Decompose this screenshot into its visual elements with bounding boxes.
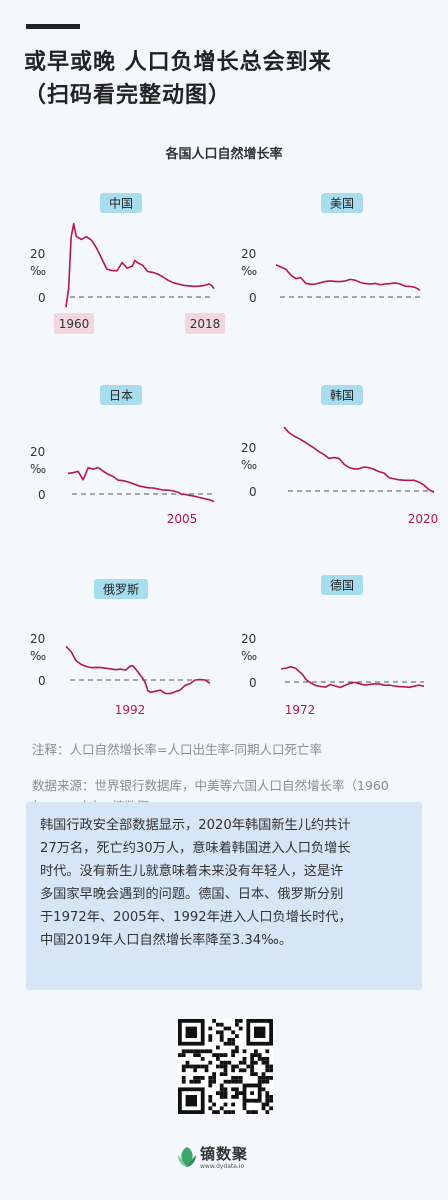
series-line-日本 — [67, 466, 215, 503]
info-line-5: 于1972年、2005年、1992年进入人口负增长时代， — [40, 910, 352, 925]
info-line-1: 韩国行政安全部数据显示，2020年韩国新生儿约共计 — [40, 818, 351, 833]
country-label-bg — [100, 385, 142, 405]
title-line-2: （扫码看完整动图） — [24, 83, 232, 108]
chart-title: 各国人口自然增长率 — [165, 147, 283, 162]
y-tick-unit: ‰ — [30, 462, 46, 476]
y-tick-unit: ‰ — [241, 458, 257, 472]
country-label-bg — [321, 575, 363, 595]
country-chart-0: 中国 20 ‰ 0 1960 2018 — [30, 193, 225, 334]
y-tick-0: 0 — [249, 485, 257, 499]
country-label: 德国 — [330, 578, 354, 593]
country-label-bg — [321, 385, 363, 405]
country-label: 俄罗斯 — [103, 583, 139, 597]
country-label-bg — [321, 193, 363, 213]
series-line-德国 — [280, 665, 425, 689]
y-tick-0: 0 — [38, 291, 46, 305]
y-tick-0: 0 — [38, 488, 46, 502]
y-tick-unit: ‰ — [241, 264, 257, 278]
info-line-4: 多国家早晚会遇到的问题。德国、日本、俄罗斯分别 — [40, 887, 344, 902]
qr-code[interactable] — [178, 1019, 273, 1114]
series-line-中国 — [65, 222, 215, 308]
country-label: 中国 — [109, 196, 133, 211]
year-label-bg — [185, 313, 225, 334]
y-tick-20: 20 — [30, 247, 45, 261]
note-text: 注释：人口自然增长率=人口出生率-同期人口死亡率 — [32, 742, 322, 757]
year-label: 1972 — [285, 703, 316, 717]
y-tick-20: 20 — [241, 632, 256, 646]
brand-logo: 镝数聚 www.dydata.io — [176, 1143, 286, 1173]
series-line-俄罗斯 — [65, 645, 211, 695]
y-tick-0: 0 — [38, 674, 46, 688]
source-line-1: 数据来源：世界银行数据库，中美等六国人口自然增长率（1960 — [32, 778, 389, 793]
year-label: 2018 — [190, 317, 221, 331]
page-title: 或早或晚 人口负增长总会到来 （扫码看完整动图） — [24, 46, 434, 112]
country-label: 韩国 — [330, 388, 354, 403]
year-label: 2005 — [167, 512, 198, 526]
title-line-1: 或早或晚 人口负增长总会到来 — [24, 50, 332, 75]
y-tick-20: 20 — [30, 445, 45, 459]
brand-name: 镝数聚 — [200, 1145, 249, 1163]
country-chart-2: 日本 20 ‰ 0 2005 — [30, 385, 215, 526]
country-label: 美国 — [330, 197, 354, 211]
title-accent-bar — [26, 24, 80, 29]
brand-url: www.dydata.io — [200, 1163, 245, 1170]
country-chart-4: 俄罗斯 20 ‰ 0 1992 — [30, 579, 211, 717]
series-line-韩国 — [283, 426, 435, 494]
y-tick-0: 0 — [249, 676, 257, 690]
y-tick-unit: ‰ — [30, 264, 46, 278]
y-tick-20: 20 — [30, 632, 45, 646]
country-chart-3: 韩国 20 ‰ 0 2020 — [241, 385, 438, 526]
y-tick-unit: ‰ — [30, 649, 46, 663]
year-label: 2020 — [408, 512, 439, 526]
country-label: 日本 — [109, 389, 133, 403]
country-label-bg — [94, 579, 148, 599]
y-tick-20: 20 — [241, 441, 256, 455]
year-label-bg — [54, 313, 94, 334]
year-label: 1992 — [115, 703, 146, 717]
country-chart-1: 美国 20 ‰ 0 — [241, 193, 421, 305]
country-chart-5: 德国 20 ‰ 0 1972 — [241, 575, 425, 717]
info-box: 韩国行政安全部数据显示，2020年韩国新生儿约共计 27万名，死亡约30万人，意… — [26, 802, 422, 990]
year-label: 1960 — [59, 317, 90, 331]
info-line-6: 中国2019年人口自然增长率降至3.34‰。 — [40, 933, 293, 948]
y-tick-0: 0 — [249, 291, 257, 305]
y-tick-20: 20 — [241, 247, 256, 261]
series-line-美国 — [275, 264, 421, 291]
leaf-icon — [178, 1147, 196, 1167]
info-line-2: 27万名，死亡约30万人，意味着韩国进入人口负增长 — [40, 841, 351, 856]
y-tick-unit: ‰ — [241, 649, 257, 663]
info-line-3: 时代。没有新生儿就意味着未来没有年轻人，这是许 — [40, 864, 344, 879]
country-label-bg — [100, 193, 142, 213]
